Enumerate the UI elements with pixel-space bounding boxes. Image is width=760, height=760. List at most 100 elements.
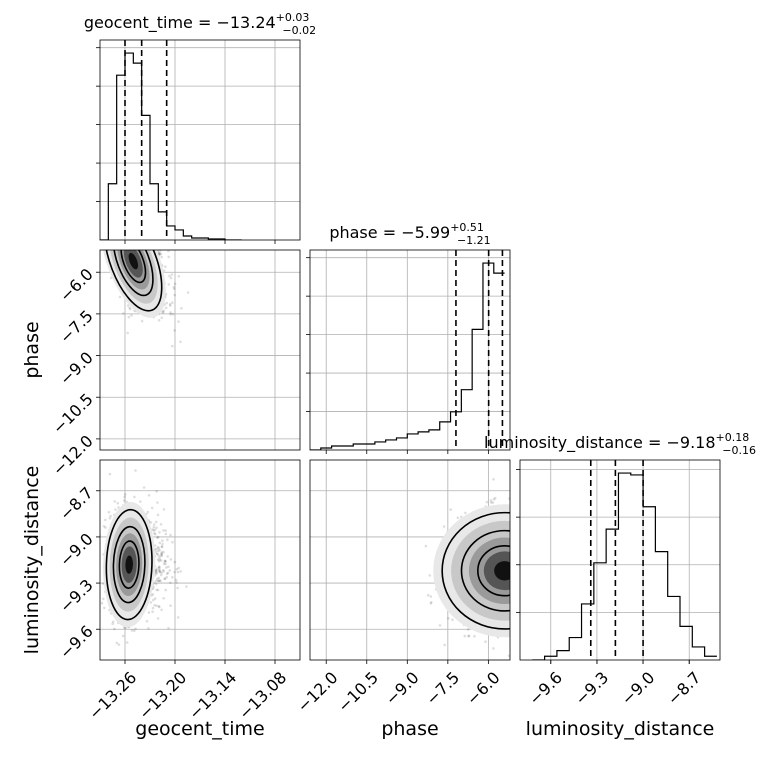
sample-point — [128, 232, 131, 235]
sample-point — [119, 211, 122, 214]
sample-point — [539, 565, 542, 568]
sample-point — [176, 586, 179, 590]
sample-point — [524, 576, 527, 579]
sample-point — [605, 571, 608, 574]
sample-point — [126, 247, 129, 250]
sample-point — [554, 628, 557, 631]
sample-point — [544, 585, 547, 588]
sample-point — [131, 241, 134, 244]
sample-point — [136, 241, 139, 244]
sample-point — [161, 244, 164, 247]
sample-point — [560, 561, 563, 564]
sample-point — [489, 499, 493, 502]
sample-point — [130, 245, 133, 248]
sample-point — [558, 580, 561, 583]
sample-point — [527, 541, 530, 544]
contour-line — [112, 250, 154, 297]
sample-point — [562, 581, 565, 584]
sample-point — [554, 570, 557, 573]
geocent-vs-phase-panel-plot — [100, 197, 300, 450]
sample-point — [516, 524, 519, 527]
title-main: geocent_time = −13.24 — [84, 13, 276, 33]
sample-point — [533, 656, 536, 659]
sample-point — [130, 244, 133, 247]
sample-point — [136, 231, 139, 234]
sample-point — [115, 226, 118, 229]
luminosity-distance-y-tick-label: −9.6 — [56, 622, 97, 663]
sample-point — [554, 547, 557, 550]
sample-point — [538, 567, 541, 570]
contour-line — [105, 508, 153, 621]
sample-point — [655, 617, 658, 620]
sample-point — [115, 208, 118, 211]
sample-point — [127, 243, 130, 246]
sample-point — [524, 574, 527, 577]
sample-point — [527, 635, 530, 638]
sample-point — [514, 585, 517, 588]
phase-y-tick-label: −7.5 — [56, 306, 97, 347]
sample-point — [177, 566, 180, 570]
sample-point — [561, 540, 564, 543]
sample-point — [618, 588, 621, 591]
sample-point — [135, 229, 138, 232]
sample-point — [121, 227, 124, 230]
sample-point — [160, 554, 164, 557]
sample-point — [130, 246, 133, 249]
sample-point — [142, 246, 145, 249]
sample-point — [158, 579, 162, 582]
phase-hist: phase = −5.99+0.51 −1.21 — [306, 221, 511, 454]
sample-point — [553, 585, 556, 588]
sample-point — [551, 544, 554, 547]
sample-point — [131, 238, 134, 241]
sample-point — [544, 586, 547, 589]
sample-point — [117, 215, 120, 218]
sample-point — [164, 560, 167, 563]
sample-point — [104, 197, 107, 200]
sample-point — [532, 551, 535, 554]
sample-point — [574, 556, 577, 559]
sample-point — [429, 595, 433, 598]
geocent-time-x-tick-label: −13.14 — [185, 668, 240, 723]
sample-point — [173, 287, 176, 291]
sample-point — [528, 632, 531, 635]
sample-point — [541, 557, 544, 560]
sample-point — [517, 537, 520, 540]
x-axis-label-geocent-time: geocent_time — [135, 718, 264, 740]
sample-point — [512, 588, 515, 591]
sample-point — [560, 572, 563, 575]
sample-point — [126, 237, 129, 240]
sample-point — [538, 584, 541, 587]
sample-point — [546, 587, 549, 590]
sample-point — [110, 246, 113, 249]
sample-point — [173, 282, 177, 286]
sample-point — [179, 570, 182, 573]
sample-point — [542, 539, 545, 542]
sample-point — [522, 594, 525, 597]
sample-point — [517, 556, 520, 559]
sample-point — [536, 606, 539, 609]
sample-point — [163, 559, 167, 563]
sample-point — [158, 252, 161, 256]
sample-point — [154, 520, 158, 524]
sample-point — [115, 214, 118, 217]
sample-point — [156, 617, 160, 620]
sample-point — [581, 554, 584, 557]
sample-point — [159, 579, 162, 583]
sample-point — [540, 535, 543, 538]
sample-point — [115, 209, 118, 212]
sample-point — [132, 232, 135, 235]
sample-point — [131, 237, 134, 240]
sample-point — [147, 247, 150, 250]
sample-point — [128, 306, 131, 310]
sample-point — [532, 600, 535, 603]
sample-point — [541, 595, 544, 598]
sample-point — [103, 207, 106, 210]
sample-point — [155, 552, 159, 556]
sample-point — [545, 540, 548, 543]
sample-point — [512, 559, 515, 562]
sample-point — [164, 532, 168, 536]
sample-point — [113, 627, 116, 631]
sample-point — [128, 237, 131, 240]
sample-point — [524, 587, 527, 590]
sample-point — [552, 574, 555, 577]
